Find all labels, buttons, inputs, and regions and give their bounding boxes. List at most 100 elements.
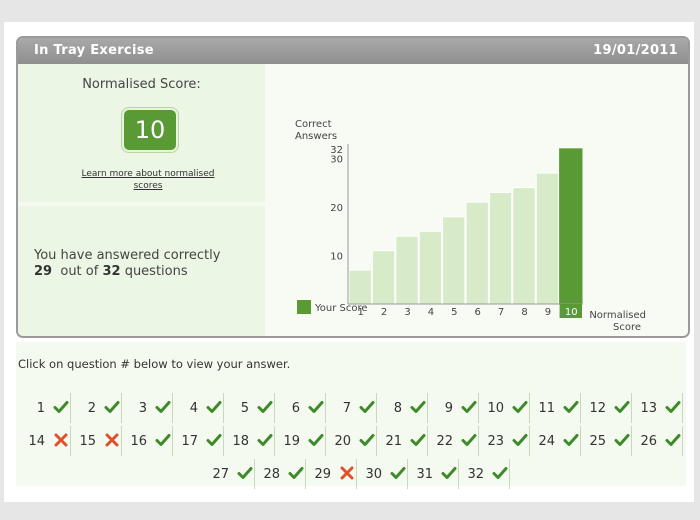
questions-instruction: Click on question # below to view your a… xyxy=(18,357,291,371)
question-12-button[interactable]: 12 xyxy=(581,393,632,423)
question-23-button[interactable]: 23 xyxy=(479,426,530,456)
question-number: 4 xyxy=(189,401,198,416)
question-27-button[interactable]: 27 xyxy=(204,459,255,489)
question-3-button[interactable]: 3 xyxy=(122,393,173,423)
question-number: 29 xyxy=(314,467,331,482)
legend-swatch xyxy=(297,300,311,314)
correct-check-icon xyxy=(257,432,273,448)
correct-check-icon xyxy=(155,432,171,448)
bar-6 xyxy=(465,201,489,305)
question-13-button[interactable]: 13 xyxy=(632,393,683,423)
question-4-button[interactable]: 4 xyxy=(173,393,224,423)
question-20-button[interactable]: 20 xyxy=(326,426,377,456)
question-number: 21 xyxy=(385,434,402,449)
question-30-button[interactable]: 30 xyxy=(357,459,408,489)
y-tick-30: 30 xyxy=(330,155,343,166)
incorrect-cross-icon xyxy=(339,465,355,481)
summary-line1: You have answered correctly xyxy=(34,248,221,263)
y-tick-10: 10 xyxy=(330,252,343,263)
question-11-button[interactable]: 11 xyxy=(530,393,581,423)
question-9-button[interactable]: 9 xyxy=(428,393,479,423)
question-24-button[interactable]: 24 xyxy=(530,426,581,456)
question-1-button[interactable]: 1 xyxy=(20,393,71,423)
question-31-button[interactable]: 31 xyxy=(408,459,459,489)
correct-check-icon xyxy=(206,399,222,415)
question-19-button[interactable]: 19 xyxy=(275,426,326,456)
x-tick-1: 1 xyxy=(358,307,364,318)
x-axis-label-line2: Score xyxy=(613,322,641,333)
question-14-button[interactable]: 14 xyxy=(20,426,71,456)
x-axis-label-line1: Normalised xyxy=(589,310,646,321)
learn-more-link[interactable]: Learn more about normalised scores xyxy=(81,169,215,191)
question-number: 5 xyxy=(240,401,249,416)
correct-check-icon xyxy=(104,399,120,415)
question-number: 12 xyxy=(589,401,606,416)
question-29-button[interactable]: 29 xyxy=(306,459,357,489)
correct-check-icon xyxy=(288,465,304,481)
x-tick-7: 7 xyxy=(498,307,504,318)
x-tick-5: 5 xyxy=(451,307,457,318)
correct-check-icon xyxy=(563,399,579,415)
correct-check-icon xyxy=(308,432,324,448)
question-17-button[interactable]: 17 xyxy=(173,426,224,456)
y-tick-20: 20 xyxy=(330,203,343,214)
bar-5 xyxy=(442,216,466,305)
bar-9 xyxy=(535,172,560,305)
incorrect-cross-icon xyxy=(53,432,69,448)
answered-summary: You have answered correctly 29 out of 32… xyxy=(34,248,220,280)
question-number: 31 xyxy=(416,467,433,482)
question-18-button[interactable]: 18 xyxy=(224,426,275,456)
x-tick-3: 3 xyxy=(404,307,410,318)
bar-1 xyxy=(348,269,372,305)
question-10-button[interactable]: 10 xyxy=(479,393,530,423)
correct-check-icon xyxy=(665,432,681,448)
x-tick-highlight-bg xyxy=(559,304,582,318)
question-number: 32 xyxy=(467,467,484,482)
question-number: 17 xyxy=(181,434,198,449)
question-number: 8 xyxy=(393,401,402,416)
question-number: 9 xyxy=(444,401,453,416)
summary-out-of: out of xyxy=(60,264,99,279)
correct-check-icon xyxy=(461,399,477,415)
y-axis-label-line1: Correct xyxy=(295,119,332,130)
question-number: 16 xyxy=(130,434,147,449)
correct-check-icon xyxy=(359,432,375,448)
question-32-button[interactable]: 32 xyxy=(459,459,510,489)
incorrect-cross-icon xyxy=(104,432,120,448)
question-number: 7 xyxy=(342,401,351,416)
question-number: 10 xyxy=(487,401,504,416)
question-number: 26 xyxy=(640,434,657,449)
y-axis-label-line2: Answers xyxy=(295,131,337,142)
question-15-button[interactable]: 15 xyxy=(71,426,122,456)
question-26-button[interactable]: 26 xyxy=(632,426,683,456)
question-21-button[interactable]: 21 xyxy=(377,426,428,456)
question-25-button[interactable]: 25 xyxy=(581,426,632,456)
correct-check-icon xyxy=(512,399,528,415)
correct-check-icon xyxy=(237,465,253,481)
question-5-button[interactable]: 5 xyxy=(224,393,275,423)
x-tick-6: 6 xyxy=(475,307,481,318)
question-6-button[interactable]: 6 xyxy=(275,393,326,423)
question-22-button[interactable]: 22 xyxy=(428,426,479,456)
bar-10 xyxy=(559,148,583,305)
correct-check-icon xyxy=(563,432,579,448)
question-number: 3 xyxy=(138,401,147,416)
y-tick-32: 32 xyxy=(330,145,343,156)
question-7-button[interactable]: 7 xyxy=(326,393,377,423)
question-number: 22 xyxy=(436,434,453,449)
bar-2 xyxy=(371,250,396,305)
question-16-button[interactable]: 16 xyxy=(122,426,173,456)
x-tick-4: 4 xyxy=(428,307,434,318)
correct-check-icon xyxy=(441,465,457,481)
question-8-button[interactable]: 8 xyxy=(377,393,428,423)
question-2-button[interactable]: 2 xyxy=(71,393,122,423)
question-number: 20 xyxy=(334,434,351,449)
correct-check-icon xyxy=(308,399,324,415)
normalised-score-label: Normalised Score: xyxy=(82,77,201,92)
correct-check-icon xyxy=(390,465,406,481)
results-panel: In Tray Exercise 19/01/2011 Normalised S… xyxy=(16,36,690,338)
question-28-button[interactable]: 28 xyxy=(255,459,306,489)
correct-count: 29 xyxy=(34,264,53,279)
question-number: 13 xyxy=(640,401,657,416)
